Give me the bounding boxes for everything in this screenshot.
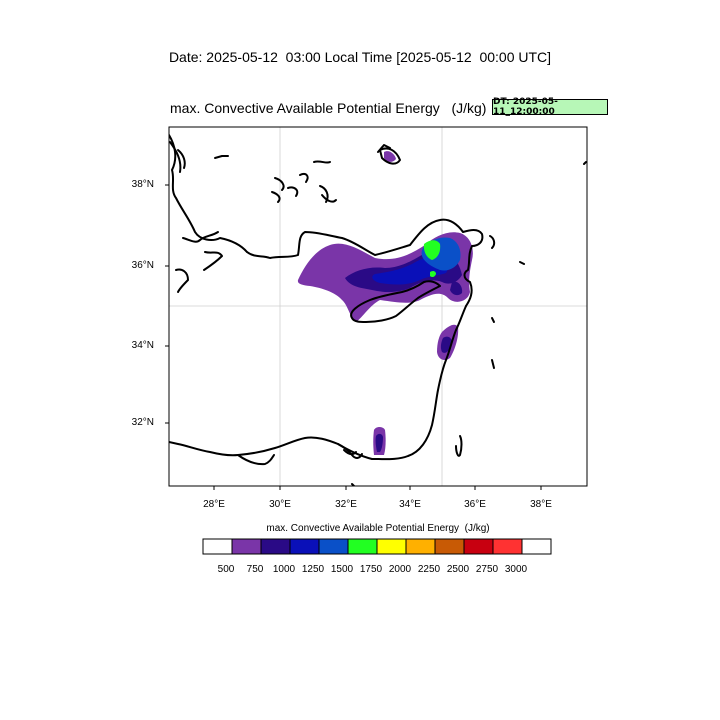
colorbar-swatch xyxy=(492,538,523,555)
colorbar-label: 1500 xyxy=(330,564,354,575)
colorbar-label: 500 xyxy=(217,564,235,575)
lon-label-36: 36°E xyxy=(464,499,486,510)
colorbar-swatch xyxy=(318,538,349,555)
colorbar-swatch xyxy=(463,538,494,555)
lat-label-36: 36°N xyxy=(131,260,154,271)
lon-label-38: 38°E xyxy=(530,499,552,510)
colorbar-label: 3000 xyxy=(504,564,528,575)
colorbar-label: 1750 xyxy=(359,564,383,575)
map-frame xyxy=(168,126,588,487)
dt-badge: DT: 2025-05-11_12:00:00 xyxy=(492,97,608,117)
coastlines xyxy=(169,134,587,486)
colorbar-label: 2750 xyxy=(475,564,499,575)
map-title: max. Convective Available Potential Ener… xyxy=(170,100,487,116)
colorbar-swatch xyxy=(376,538,407,555)
lat-label-34: 34°N xyxy=(131,340,154,351)
lon-label-32: 32°E xyxy=(335,499,357,510)
lon-label-34: 34°E xyxy=(399,499,421,510)
lon-label-28: 28°E xyxy=(203,499,225,510)
colorbar-label: 1250 xyxy=(301,564,325,575)
colorbar-label: 2250 xyxy=(417,564,441,575)
colorbar xyxy=(202,538,552,555)
colorbar-swatch xyxy=(289,538,320,555)
colorbar-title: max. Convective Available Potential Ener… xyxy=(266,523,490,534)
date-title: Date: 2025-05-12 03:00 Local Time [2025-… xyxy=(168,49,552,65)
tick-marks xyxy=(165,184,542,490)
colorbar-label: 2000 xyxy=(388,564,412,575)
colorbar-swatch xyxy=(405,538,436,555)
colorbar-label: 1000 xyxy=(272,564,296,575)
colorbar-label: 750 xyxy=(246,564,264,575)
lon-label-30: 30°E xyxy=(269,499,291,510)
colorbar-swatch xyxy=(231,538,262,555)
colorbar-swatch xyxy=(521,538,552,555)
colorbar-swatch xyxy=(260,538,291,555)
lat-label-32: 32°N xyxy=(131,417,154,428)
colorbar-swatch xyxy=(347,538,378,555)
colorbar-label: 2500 xyxy=(446,564,470,575)
cape-fill-1500 xyxy=(423,240,441,278)
colorbar-swatch xyxy=(434,538,465,555)
lat-label-38: 38°N xyxy=(131,179,154,190)
colorbar-swatch xyxy=(202,538,233,555)
